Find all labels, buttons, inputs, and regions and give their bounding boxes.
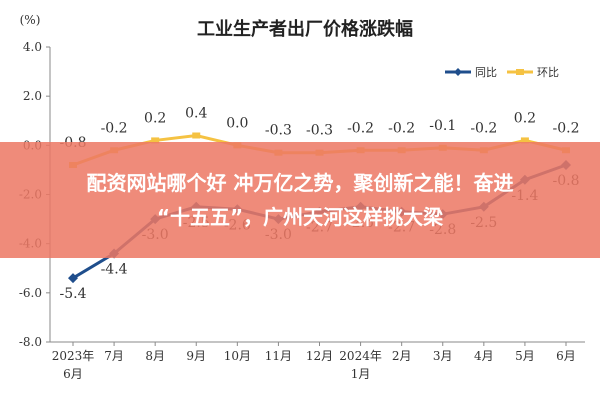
x-tick-label: 4月 bbox=[474, 349, 494, 363]
legend-label: 同比 bbox=[475, 66, 497, 79]
x-tick-label: 10月 bbox=[224, 349, 251, 363]
data-label: -4.4 bbox=[101, 262, 128, 278]
data-label: -0.3 bbox=[306, 123, 333, 139]
legend-marker bbox=[454, 68, 462, 76]
x-tick-label: 8月 bbox=[145, 349, 165, 363]
promo-banner-overlay[interactable]: 配资网站哪个好 冲万亿之势，聚创新之能！奋进 “十五五”，广州天河这样挑大梁 bbox=[0, 142, 600, 258]
data-point bbox=[151, 137, 160, 144]
y-tick-label: -6.0 bbox=[19, 286, 42, 300]
y-tick-label: -8.0 bbox=[19, 335, 42, 349]
data-point bbox=[68, 273, 78, 284]
x-tick-label: 2023年 6月 bbox=[52, 349, 95, 381]
x-tick-label: 6月 bbox=[556, 349, 576, 363]
x-tick-label: 2月 bbox=[392, 349, 412, 363]
chart-title: 工业生产者出厂价格涨跌幅 bbox=[197, 18, 413, 40]
data-label: -0.2 bbox=[388, 120, 415, 136]
data-label: -0.1 bbox=[429, 118, 456, 134]
y-tick-label: 2.0 bbox=[23, 89, 42, 103]
data-label: 0.2 bbox=[514, 110, 536, 126]
data-label: -0.2 bbox=[470, 120, 497, 136]
legend-marker bbox=[516, 69, 524, 75]
x-tick-label: 9月 bbox=[186, 349, 206, 363]
data-point bbox=[192, 132, 201, 139]
data-label: -0.2 bbox=[553, 120, 580, 136]
y-axis-unit: (%) bbox=[20, 13, 41, 27]
y-tick-label: 4.0 bbox=[23, 40, 42, 54]
banner-line-1: 配资网站哪个好 冲万亿之势，聚创新之能！奋进 bbox=[86, 171, 514, 195]
data-point bbox=[520, 137, 529, 144]
data-label: 0.2 bbox=[144, 110, 166, 126]
x-tick-label: 3月 bbox=[433, 349, 453, 363]
data-label: 0.4 bbox=[185, 106, 207, 122]
x-tick-label: 12月 bbox=[306, 349, 333, 363]
data-label: 0.0 bbox=[226, 115, 248, 131]
x-tick-label: 11月 bbox=[265, 349, 292, 363]
x-tick-label: 5月 bbox=[515, 349, 535, 363]
data-label: -0.2 bbox=[101, 120, 128, 136]
banner-line-2: “十五五”，广州天河这样挑大梁 bbox=[156, 205, 444, 229]
x-tick-label: 2024年 1月 bbox=[339, 349, 382, 381]
legend-label: 环比 bbox=[537, 66, 559, 79]
legend: 同比 环比 bbox=[445, 66, 559, 79]
data-label: -0.3 bbox=[265, 123, 292, 139]
data-label: -0.2 bbox=[347, 120, 374, 136]
x-tick-label: 7月 bbox=[104, 349, 124, 363]
data-label: -5.4 bbox=[60, 286, 87, 302]
